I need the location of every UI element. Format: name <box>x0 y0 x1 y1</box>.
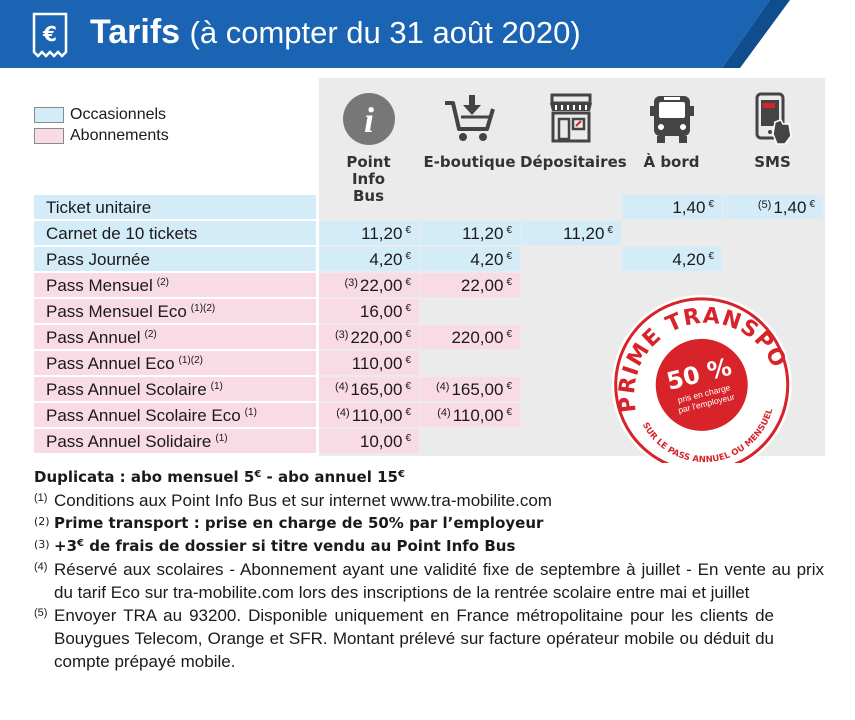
row-label: Ticket unitaire <box>34 195 316 219</box>
price-cell: (3) 220,00 € <box>319 325 419 349</box>
shop-icon <box>549 93 592 143</box>
price-cell: (5) 1,40 € <box>723 195 823 219</box>
price-cell: 4,20 € <box>622 247 722 271</box>
price-cell: 11,20 € <box>319 221 419 245</box>
price-cell: (3) 22,00 € <box>319 273 419 297</box>
price-cell: 110,00 € <box>319 351 419 375</box>
footnote-5: (5) Envoyer TRA au 93200. Disponible uniq… <box>34 606 774 671</box>
row-label: Pass Annuel Scolaire Eco (1) <box>34 403 316 427</box>
price-cell: 16,00 € <box>319 299 419 323</box>
column-a-bord: À bord <box>621 88 722 171</box>
price-cell: 1,40 € <box>622 195 722 219</box>
footnote-2: (2) Prime transport : prise en charge de … <box>34 514 544 532</box>
row-label: Pass Annuel Eco (1)(2) <box>34 351 316 375</box>
legend: Occasionnels Abonnements <box>34 104 169 146</box>
bus-icon <box>649 96 694 143</box>
mobile-phone-icon <box>755 92 792 145</box>
legend-label: Occasionnels <box>70 105 167 123</box>
footnote-3: (3) +3€ de frais de dossier si titre vend… <box>34 537 516 555</box>
info-icon: i <box>342 93 395 145</box>
price-cell: (4) 110,00 € <box>319 403 419 427</box>
price-cell: (4) 110,00 € <box>420 403 520 427</box>
shopping-cart-icon <box>444 95 495 141</box>
footnotes: Duplicata : abo mensuel 5€ - abo annuel … <box>34 466 834 673</box>
price-cell: 4,20 € <box>420 247 520 271</box>
column-depositaires: Dépositaires <box>520 88 627 171</box>
svg-text:€: € <box>42 22 57 46</box>
page-title: Tarifs (à compter du 31 août 2020) <box>90 13 581 51</box>
header-banner: € Tarifs (à compter du 31 août 2020) <box>0 0 855 80</box>
column-point-info-bus: i Point Info Bus <box>318 88 419 205</box>
euro-receipt-icon: € <box>32 12 68 58</box>
row-label: Pass Annuel (2) <box>34 325 316 349</box>
row-label: Pass Annuel Solidaire (1) <box>34 429 316 453</box>
column-e-boutique: E-boutique <box>419 88 520 171</box>
column-sms: SMS <box>722 88 823 171</box>
prime-transport-stamp: PRIME TRANSPORT SUR LE PASS ANNUEL OU ME… <box>596 287 794 463</box>
legend-item-abonnements: Abonnements <box>34 125 169 146</box>
row-label: Pass Journée <box>34 247 316 271</box>
svg-text:i: i <box>363 100 373 140</box>
header-band <box>0 0 790 68</box>
price-cell: (4) 165,00 € <box>319 377 419 401</box>
footnote-4: (4) Réservé aux scolaires - Abonnement ay… <box>34 560 824 602</box>
row-label: Pass Mensuel (2) <box>34 273 316 297</box>
footnote-1: (1) Conditions aux Point Info Bus et sur … <box>34 491 552 510</box>
price-cell: 11,20 € <box>521 221 621 245</box>
price-cell: 11,20 € <box>420 221 520 245</box>
price-cell: 220,00 € <box>420 325 520 349</box>
row-label: Pass Mensuel Eco (1)(2) <box>34 299 316 323</box>
legend-label: Abonnements <box>70 126 169 144</box>
legend-swatch <box>34 127 64 144</box>
duplicata-note: Duplicata : abo mensuel 5€ - abo annuel … <box>34 468 405 486</box>
price-cell: 22,00 € <box>420 273 520 297</box>
legend-swatch <box>34 106 64 123</box>
row-label: Carnet de 10 tickets <box>34 221 316 245</box>
price-cell: 10,00 € <box>319 429 419 453</box>
row-label: Pass Annuel Scolaire (1) <box>34 377 316 401</box>
legend-item-occasionnels: Occasionnels <box>34 104 169 125</box>
price-cell: (4) 165,00 € <box>420 377 520 401</box>
price-cell: 4,20 € <box>319 247 419 271</box>
